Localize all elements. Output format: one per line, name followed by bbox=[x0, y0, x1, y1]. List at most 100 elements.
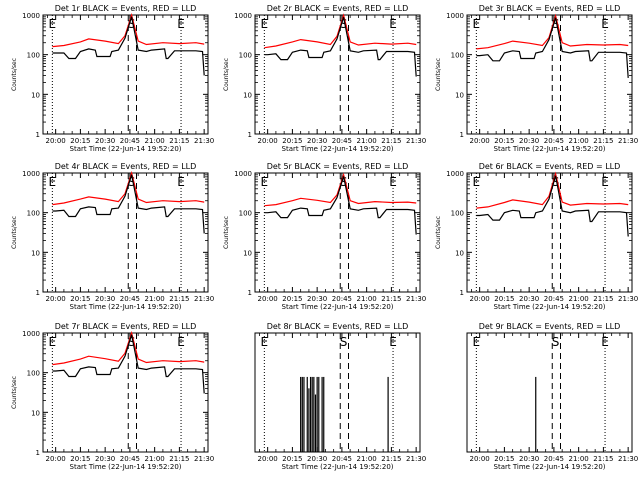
x-axis-label: Start Time (22-Jun-14 19:52:20) bbox=[494, 463, 606, 471]
x-tick-label: 21:15 bbox=[593, 455, 613, 463]
series-line-events bbox=[52, 16, 205, 76]
x-tick-label: 21:15 bbox=[169, 295, 189, 303]
y-tick-label: 1 bbox=[460, 131, 464, 139]
x-tick-label: 20:30 bbox=[519, 455, 539, 463]
series-line-lld bbox=[264, 13, 417, 49]
panel-title: Det 3r BLACK = Events, RED = LLD bbox=[479, 4, 621, 13]
x-axis-label: Start Time (22-Jun-14 19:52:20) bbox=[70, 303, 182, 311]
marker-label-e: E bbox=[177, 175, 185, 189]
x-tick-label: 20:30 bbox=[307, 455, 327, 463]
x-tick-label: 21:15 bbox=[381, 455, 401, 463]
marker-label-s: S bbox=[552, 335, 560, 349]
marker-label-e: E bbox=[389, 335, 397, 349]
x-tick-label: 20:45 bbox=[120, 295, 140, 303]
x-tick-label: 20:45 bbox=[332, 455, 352, 463]
y-tick-label: 100 bbox=[239, 210, 252, 218]
x-tick-label: 21:30 bbox=[618, 455, 638, 463]
series-line-events bbox=[476, 175, 629, 237]
plot-frame bbox=[254, 172, 421, 293]
panel-title: Det 8r BLACK = Events, RED = LLD bbox=[267, 322, 409, 331]
x-tick-label: 20:45 bbox=[544, 295, 564, 303]
series-line-lld bbox=[476, 171, 629, 209]
detector-panel-5: Det 5r BLACK = Events, RED = LLD 1 10 100 10… bbox=[223, 162, 426, 311]
x-tick-label: 20:30 bbox=[95, 295, 115, 303]
x-tick-label: 21:00 bbox=[145, 455, 165, 463]
y-tick-label: 1 bbox=[248, 289, 252, 297]
detector-panel-1: Det 1r BLACK = Events, RED = LLD 1 10 100 10… bbox=[11, 4, 214, 153]
marker-label-e: E bbox=[261, 17, 269, 31]
x-tick-label: 20:30 bbox=[95, 137, 115, 145]
x-tick-label: 20:00 bbox=[470, 295, 490, 303]
x-tick-label: 20:45 bbox=[120, 455, 140, 463]
x-tick-label: 21:30 bbox=[194, 137, 214, 145]
y-tick-label: 1000 bbox=[446, 12, 464, 20]
x-tick-label: 20:30 bbox=[519, 137, 539, 145]
y-tick-label: 1 bbox=[36, 289, 40, 297]
y-tick-label: 1 bbox=[36, 449, 40, 457]
x-tick-label: 21:15 bbox=[593, 137, 613, 145]
plot-frame bbox=[254, 14, 421, 135]
detector-panel-4: Det 4r BLACK = Events, RED = LLD 1 10 100 10… bbox=[11, 162, 214, 311]
x-tick-label: 21:00 bbox=[357, 455, 377, 463]
x-tick-label: 20:30 bbox=[519, 295, 539, 303]
plot-frame bbox=[466, 332, 633, 453]
marker-label-e: E bbox=[601, 175, 609, 189]
marker-label-s: S bbox=[128, 335, 136, 349]
y-axis-label: Counts/sec bbox=[11, 216, 18, 249]
marker-label-e: E bbox=[177, 335, 185, 349]
y-tick-label: 1 bbox=[36, 131, 40, 139]
x-tick-label: 21:30 bbox=[406, 137, 426, 145]
x-tick-label: 20:15 bbox=[494, 295, 514, 303]
y-tick-label: 1000 bbox=[22, 12, 40, 20]
marker-label-e: E bbox=[389, 17, 397, 31]
series-line-events bbox=[264, 17, 417, 77]
marker-label-e: E bbox=[177, 17, 185, 31]
x-tick-label: 20:00 bbox=[470, 455, 490, 463]
marker-label-s: S bbox=[552, 17, 560, 31]
y-tick-label: 1000 bbox=[234, 170, 252, 178]
x-tick-label: 20:00 bbox=[46, 137, 66, 145]
x-tick-label: 20:30 bbox=[95, 455, 115, 463]
y-tick-label: 10 bbox=[455, 91, 464, 99]
y-tick-label: 100 bbox=[239, 52, 252, 60]
panel-title: Det 1r BLACK = Events, RED = LLD bbox=[55, 4, 197, 13]
x-tick-label: 21:30 bbox=[406, 295, 426, 303]
y-tick-label: 100 bbox=[451, 52, 464, 60]
marker-label-s: S bbox=[128, 17, 136, 31]
x-tick-label: 21:00 bbox=[357, 137, 377, 145]
x-tick-label: 20:15 bbox=[70, 137, 90, 145]
marker-label-e: E bbox=[49, 17, 57, 31]
detector-panel-2: Det 2r BLACK = Events, RED = LLD 1 10 100 10… bbox=[223, 4, 426, 153]
x-tick-label: 20:00 bbox=[46, 455, 66, 463]
y-tick-label: 1 bbox=[248, 131, 252, 139]
y-tick-label: 100 bbox=[27, 52, 40, 60]
x-tick-label: 20:15 bbox=[282, 295, 302, 303]
x-tick-label: 20:15 bbox=[282, 455, 302, 463]
marker-label-s: S bbox=[340, 335, 348, 349]
x-tick-label: 20:00 bbox=[258, 455, 278, 463]
y-tick-label: 1000 bbox=[22, 170, 40, 178]
marker-label-s: S bbox=[340, 175, 348, 189]
x-tick-label: 21:30 bbox=[406, 455, 426, 463]
x-tick-label: 21:00 bbox=[145, 295, 165, 303]
panel-title: Det 6r BLACK = Events, RED = LLD bbox=[479, 162, 621, 171]
marker-label-s: S bbox=[340, 17, 348, 31]
x-tick-label: 21:00 bbox=[357, 295, 377, 303]
x-tick-label: 21:30 bbox=[618, 295, 638, 303]
plot-frame bbox=[42, 14, 209, 135]
series-line-lld bbox=[52, 330, 205, 366]
marker-label-e: E bbox=[261, 335, 269, 349]
x-tick-label: 21:00 bbox=[569, 455, 589, 463]
marker-label-e: E bbox=[473, 175, 481, 189]
y-tick-label: 1 bbox=[460, 289, 464, 297]
x-tick-label: 20:30 bbox=[307, 295, 327, 303]
x-tick-label: 21:30 bbox=[194, 295, 214, 303]
x-tick-label: 21:15 bbox=[169, 455, 189, 463]
x-axis-label: Start Time (22-Jun-14 19:52:20) bbox=[70, 145, 182, 153]
y-axis-label: Counts/sec bbox=[435, 58, 442, 91]
x-tick-label: 21:15 bbox=[381, 295, 401, 303]
x-tick-label: 20:00 bbox=[46, 295, 66, 303]
x-tick-label: 20:00 bbox=[258, 137, 278, 145]
